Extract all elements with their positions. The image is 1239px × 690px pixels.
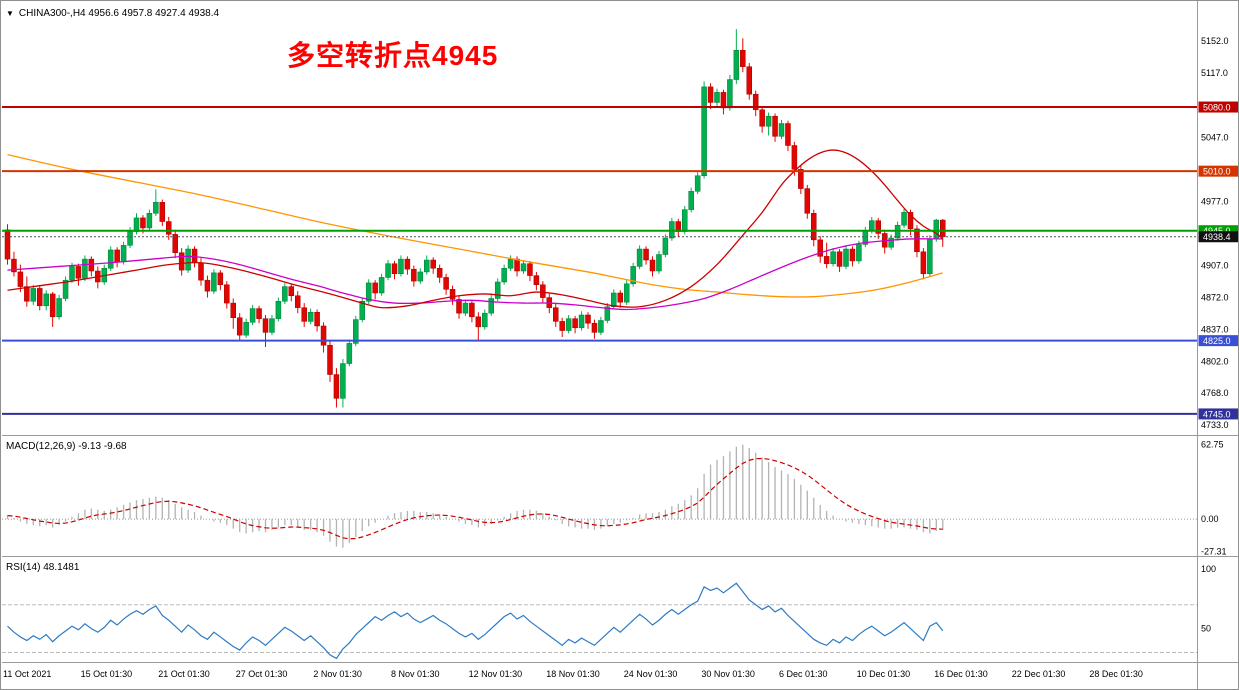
svg-text:4907.0: 4907.0 [1201,261,1229,271]
svg-text:4872.0: 4872.0 [1201,293,1229,303]
macd-layer [2,444,1198,548]
rsi-indicator-label: RSI(14) 48.1481 [6,562,80,573]
svg-text:22 Dec 01:30: 22 Dec 01:30 [1012,669,1066,679]
svg-text:5010.0: 5010.0 [1203,167,1231,177]
price-badge [1198,165,1238,177]
svg-text:21 Oct 01:30: 21 Oct 01:30 [158,669,210,679]
hlines-layer [2,106,1198,415]
svg-text:4825.0: 4825.0 [1203,336,1231,346]
symbol-ohlc-line: ▼ CHINA300-,H4 4956.6 4957.8 4927.4 4938… [6,8,219,19]
price-badge [1198,101,1238,113]
svg-text:4837.0: 4837.0 [1201,325,1229,335]
svg-text:-27.31: -27.31 [1201,547,1227,557]
svg-text:4802.0: 4802.0 [1201,357,1229,367]
svg-text:16 Dec 01:30: 16 Dec 01:30 [934,669,988,679]
svg-text:5080.0: 5080.0 [1203,103,1231,113]
svg-text:4768.0: 4768.0 [1201,388,1229,398]
svg-text:4977.0: 4977.0 [1201,196,1229,206]
collapse-triangle-icon[interactable]: ▼ [6,8,14,18]
fast-ma-red [7,149,944,309]
macd-signal-line [7,457,943,540]
annotation-text: 多空转折点4945 [287,40,499,71]
svg-text:10 Dec 01:30: 10 Dec 01:30 [857,669,911,679]
svg-text:2 Nov 01:30: 2 Nov 01:30 [313,669,362,679]
svg-text:11 Oct 2021: 11 Oct 2021 [3,669,51,679]
svg-text:5117.0: 5117.0 [1201,68,1228,78]
price-badge [1198,408,1238,420]
mid-ma-magenta [7,238,943,311]
svg-text:28 Dec 01:30: 28 Dec 01:30 [1089,669,1143,679]
svg-text:30 Nov 01:30: 30 Nov 01:30 [701,669,755,679]
svg-text:6 Dec 01:30: 6 Dec 01:30 [779,669,828,679]
svg-text:4945.0: 4945.0 [1203,226,1231,236]
svg-text:4745.0: 4745.0 [1203,409,1231,419]
svg-text:50: 50 [1201,624,1211,634]
slow-ma-orange [7,154,943,298]
svg-text:27 Oct 01:30: 27 Oct 01:30 [236,669,288,679]
symbol-ohlc-text: CHINA300-,H4 4956.6 4957.8 4927.4 4938.4 [18,8,220,19]
svg-text:62.75: 62.75 [1201,440,1224,450]
time-axis-layer[interactable]: 11 Oct 2021 15 Oct 01:30 21 Oct 01:30 27 Oc… [3,669,1143,679]
price-axis-layer[interactable]: 5152.0 5117.0 5047.0 4977.0 4907.0 4872.0 4837… [1198,36,1239,634]
svg-text:4733.0: 4733.0 [1201,420,1229,430]
svg-text:8 Nov 01:30: 8 Nov 01:30 [391,669,440,679]
rsi-line [7,582,944,660]
svg-text:12 Nov 01:30: 12 Nov 01:30 [469,669,523,679]
svg-text:5047.0: 5047.0 [1201,132,1229,142]
price-badge [1198,231,1238,243]
moving-averages-layer [7,149,944,311]
svg-text:24 Nov 01:30: 24 Nov 01:30 [624,669,678,679]
svg-text:0.00: 0.00 [1201,514,1219,524]
price-badge [1198,225,1238,237]
svg-text:5152.0: 5152.0 [1201,36,1229,46]
svg-text:18 Nov 01:30: 18 Nov 01:30 [546,669,600,679]
svg-text:15 Oct 01:30: 15 Oct 01:30 [81,669,133,679]
rsi-layer [2,582,1198,660]
svg-text:4938.4: 4938.4 [1203,232,1231,242]
candles-layer [4,29,946,408]
price-badge [1198,335,1238,347]
macd-indicator-label: MACD(12,26,9) -9.13 -9.68 [6,441,127,452]
svg-text:100: 100 [1201,564,1216,574]
